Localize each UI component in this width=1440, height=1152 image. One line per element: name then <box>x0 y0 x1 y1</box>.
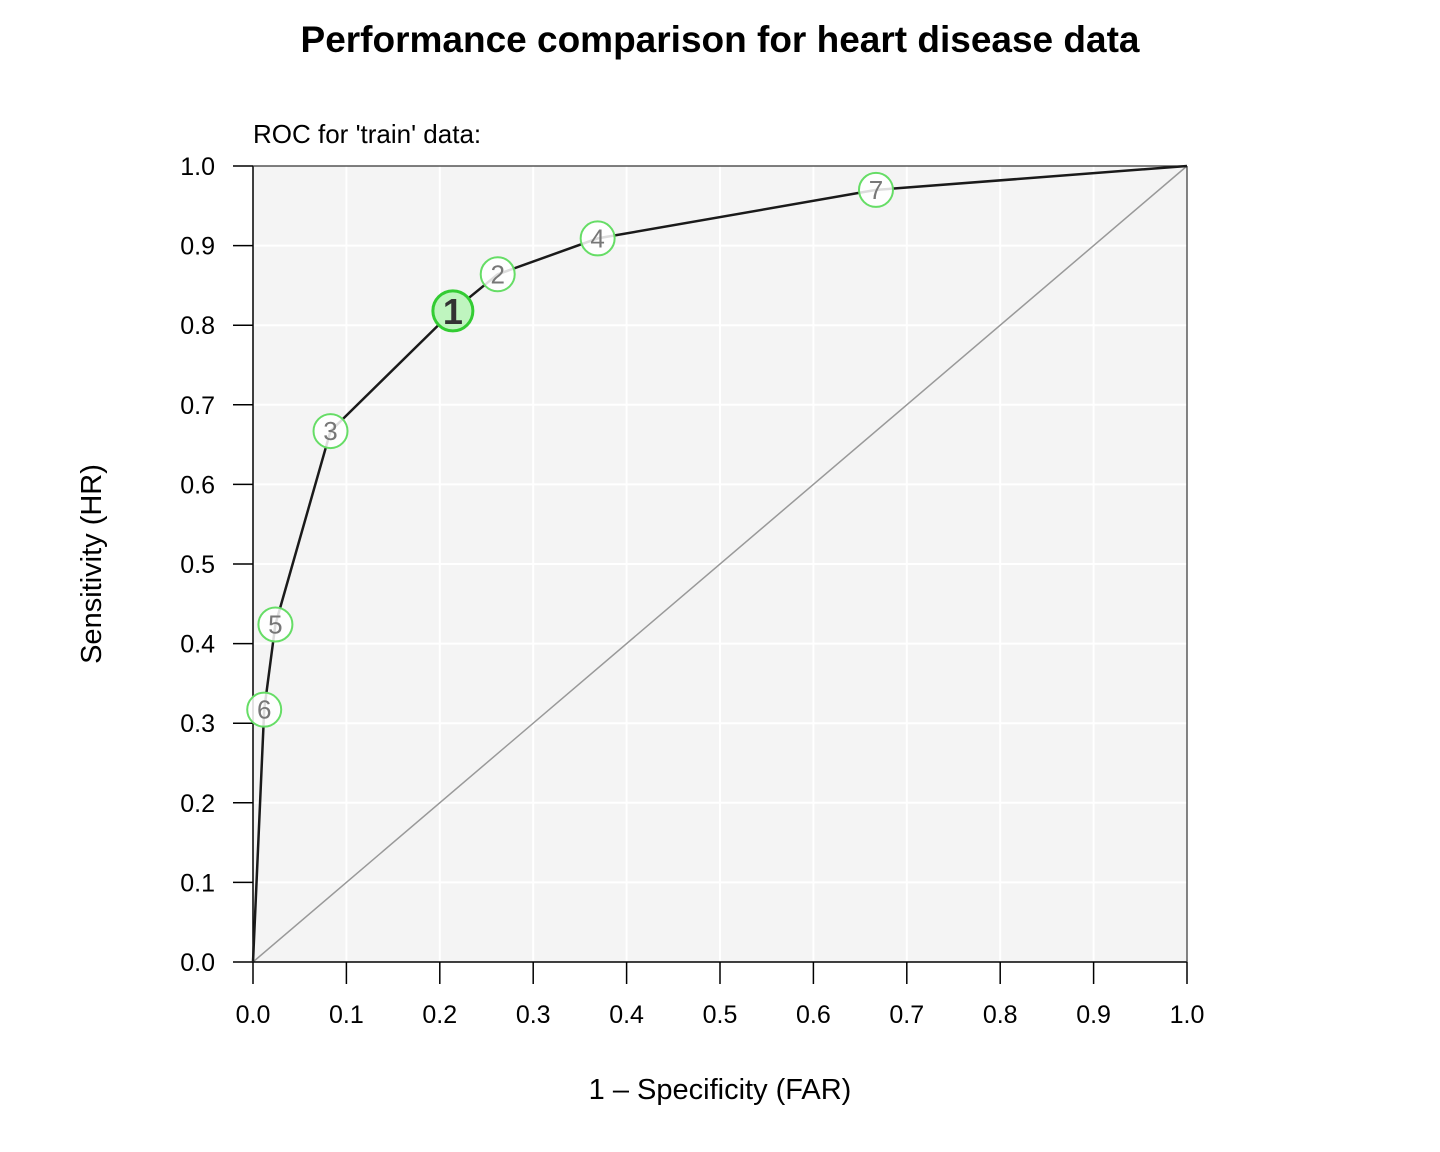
roc-point-label: 7 <box>869 175 883 205</box>
y-tick-label: 0.8 <box>180 312 215 340</box>
roc-point-label: 2 <box>490 259 504 289</box>
y-tick-label: 0.3 <box>180 710 215 738</box>
roc-point-label: 3 <box>323 416 337 446</box>
x-tick-label: 0.2 <box>422 1001 457 1029</box>
roc-point-marker <box>312 413 349 450</box>
roc-point-marker <box>857 171 894 208</box>
x-tick-label: 0.9 <box>1076 1001 1111 1029</box>
x-tick-label: 0.6 <box>796 1001 831 1029</box>
roc-point-2: 2 <box>479 256 516 293</box>
chart-subtitle: ROC for 'train' data: <box>253 119 481 149</box>
roc-point-7: 7 <box>857 171 894 208</box>
roc-point-3: 3 <box>312 413 349 450</box>
roc-point-marker <box>246 691 283 728</box>
y-tick-label: 0.1 <box>180 869 215 897</box>
x-tick-label: 0.1 <box>329 1001 364 1029</box>
x-tick-label: 0.3 <box>516 1001 551 1029</box>
y-tick-label: 0.9 <box>180 233 215 261</box>
roc-point-marker <box>431 289 475 333</box>
y-tick-label: 0.5 <box>180 551 215 579</box>
y-tick-label: 1.0 <box>180 153 215 181</box>
roc-point-5: 5 <box>257 606 294 643</box>
x-tick-label: 0.0 <box>236 1001 271 1029</box>
y-tick-label: 0.6 <box>180 471 215 499</box>
roc-points: 2 3 4 5 6 7 1 <box>246 171 894 728</box>
y-tick-label: 0.7 <box>180 392 215 420</box>
roc-point-1: 1 <box>431 289 475 333</box>
roc-point-marker <box>257 606 294 643</box>
x-axis-label: 1 – Specificity (FAR) <box>589 1074 852 1106</box>
roc-point-label: 4 <box>590 223 604 253</box>
roc-point-label: 1 <box>443 291 463 332</box>
x-tick-label: 1.0 <box>1170 1001 1205 1029</box>
y-tick-label: 0.2 <box>180 790 215 818</box>
x-tick-label: 0.7 <box>889 1001 924 1029</box>
x-tick-label: 0.4 <box>609 1001 644 1029</box>
roc-point-6: 6 <box>246 691 283 728</box>
axes: 0.0 0.1 0.2 0.3 0.4 0.5 0.6 0.7 0.8 0.9 1.0 0.0 0.1 0… <box>180 153 1204 1029</box>
y-tick-label: 0.0 <box>180 949 215 977</box>
x-tick-label: 0.8 <box>983 1001 1018 1029</box>
y-tick-label: 0.4 <box>180 631 215 659</box>
roc-point-4: 4 <box>579 220 616 257</box>
roc-point-marker <box>479 256 516 293</box>
roc-point-marker <box>579 220 616 257</box>
roc-point-label: 6 <box>257 695 271 725</box>
x-tick-label: 0.5 <box>703 1001 738 1029</box>
chart-title: Performance comparison for heart disease… <box>301 19 1140 60</box>
y-axis-label: Sensitivity (HR) <box>76 464 108 664</box>
roc-point-label: 5 <box>268 609 282 639</box>
diagonal-reference-line <box>252 165 1188 963</box>
